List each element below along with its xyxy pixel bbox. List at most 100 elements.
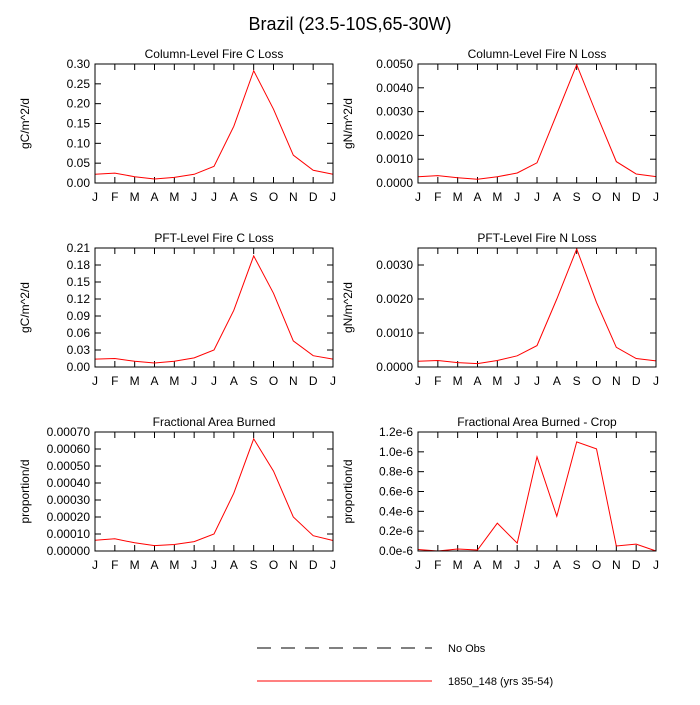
y-tick-label: 0.0050 <box>376 57 413 71</box>
x-tick-label: A <box>553 190 561 204</box>
plot-frame <box>417 63 657 184</box>
series-line <box>94 254 334 364</box>
panel-4: PFT-Level Fire N Loss gN/m^2/d 0.0000 0.001… <box>341 231 659 388</box>
x-tick-label: M <box>492 374 502 388</box>
x-tick-label: J <box>330 190 336 204</box>
x-tick-label: M <box>453 558 463 572</box>
series-line <box>417 247 657 365</box>
plot-frame <box>94 247 334 368</box>
x-tick-label: J <box>534 190 540 204</box>
x-tick-label: D <box>632 374 641 388</box>
y-tick-label: 0.2e-6 <box>379 524 413 538</box>
x-tick-label: J <box>92 374 98 388</box>
panel-6: Fractional Area Burned - Crop proportion/… <box>341 415 659 572</box>
panel-1: Column-Level Fire C Loss gC/m^2/d 0.00 0.05… <box>18 47 336 204</box>
x-tick-label: S <box>573 558 581 572</box>
panel-title: Column-Level Fire C Loss <box>145 47 284 61</box>
y-tick-label: 0.0010 <box>376 152 413 166</box>
x-tick-label: O <box>592 558 601 572</box>
x-tick-label: A <box>230 190 238 204</box>
y-tick-label: 0.00040 <box>47 476 91 490</box>
y-tick-label: 0.0030 <box>376 258 413 272</box>
plot-frame <box>94 431 334 552</box>
panel-title: PFT-Level Fire N Loss <box>477 231 596 245</box>
x-tick-label: A <box>553 374 561 388</box>
y-axis-label: proportion/d <box>18 459 32 523</box>
legend-no-obs-label: No Obs <box>448 643 486 655</box>
x-tick-label: J <box>191 190 197 204</box>
y-axis-label: gN/m^2/d <box>341 282 355 333</box>
y-tick-label: 0.8e-6 <box>379 465 413 479</box>
x-tick-label: S <box>573 190 581 204</box>
x-tick-label: A <box>553 558 561 572</box>
x-tick-label: N <box>612 374 621 388</box>
x-tick-label: A <box>230 558 238 572</box>
panel-2: Column-Level Fire N Loss gN/m^2/d 0.0000 0.… <box>341 47 659 204</box>
x-tick-label: S <box>250 558 258 572</box>
y-tick-label: 0.12 <box>67 292 91 306</box>
y-axis-label: proportion/d <box>341 459 355 523</box>
y-tick-label: 0.00000 <box>47 544 91 558</box>
x-tick-label: O <box>592 374 601 388</box>
x-tick-label: F <box>434 374 441 388</box>
x-tick-label: M <box>169 190 179 204</box>
y-tick-label: 0.20 <box>67 97 91 111</box>
x-tick-label: N <box>612 190 621 204</box>
x-tick-label: J <box>415 374 421 388</box>
x-tick-label: O <box>269 558 278 572</box>
y-axis-label: gN/m^2/d <box>341 98 355 149</box>
y-tick-label: 0.15 <box>67 275 91 289</box>
x-tick-label: J <box>211 558 217 572</box>
y-tick-label: 0.0010 <box>376 326 413 340</box>
x-tick-label: M <box>453 190 463 204</box>
series-line <box>94 69 334 180</box>
x-tick-label: O <box>592 190 601 204</box>
panel-title: Fractional Area Burned - Crop <box>457 415 617 429</box>
y-tick-label: 0.30 <box>67 57 91 71</box>
x-tick-label: D <box>632 558 641 572</box>
y-tick-label: 0.0000 <box>376 360 413 374</box>
x-tick-label: J <box>191 374 197 388</box>
panel-title: Column-Level Fire N Loss <box>468 47 607 61</box>
x-tick-label: A <box>150 190 158 204</box>
x-tick-label: M <box>130 558 140 572</box>
x-tick-label: N <box>289 374 298 388</box>
panel-5: Fractional Area Burned proportion/d 0.0000… <box>18 415 336 572</box>
y-tick-label: 0.00010 <box>47 527 91 541</box>
x-tick-label: A <box>230 374 238 388</box>
x-tick-label: J <box>330 374 336 388</box>
x-tick-label: N <box>612 558 621 572</box>
x-tick-label: J <box>211 374 217 388</box>
x-tick-label: J <box>653 558 659 572</box>
y-tick-label: 1.0e-6 <box>379 445 413 459</box>
x-tick-label: J <box>514 190 520 204</box>
y-tick-label: 0.0040 <box>376 81 413 95</box>
plot-frame <box>417 431 657 552</box>
y-tick-label: 0.6e-6 <box>379 485 413 499</box>
x-tick-label: D <box>309 374 318 388</box>
y-tick-label: 0.06 <box>67 326 91 340</box>
plot-frame <box>94 63 334 184</box>
x-tick-label: D <box>309 558 318 572</box>
y-tick-label: 0.05 <box>67 156 91 170</box>
x-tick-label: F <box>434 558 441 572</box>
series-line <box>417 441 657 552</box>
series-line <box>417 63 657 180</box>
y-tick-label: 0.21 <box>67 241 91 255</box>
x-tick-label: M <box>169 558 179 572</box>
x-tick-label: J <box>211 190 217 204</box>
x-tick-label: M <box>130 190 140 204</box>
x-tick-label: J <box>653 190 659 204</box>
x-tick-label: A <box>150 374 158 388</box>
x-tick-label: J <box>92 190 98 204</box>
x-tick-label: J <box>415 190 421 204</box>
y-tick-label: 0.0e-6 <box>379 544 413 558</box>
x-tick-label: J <box>92 558 98 572</box>
x-tick-label: M <box>130 374 140 388</box>
y-tick-label: 0.09 <box>67 309 91 323</box>
panel-title: PFT-Level Fire C Loss <box>154 231 273 245</box>
y-tick-label: 0.4e-6 <box>379 504 413 518</box>
x-tick-label: D <box>632 190 641 204</box>
y-tick-label: 0.0000 <box>376 176 413 190</box>
